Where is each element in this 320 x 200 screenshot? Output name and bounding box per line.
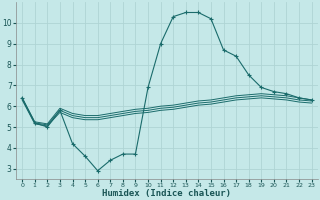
X-axis label: Humidex (Indice chaleur): Humidex (Indice chaleur) xyxy=(102,189,231,198)
